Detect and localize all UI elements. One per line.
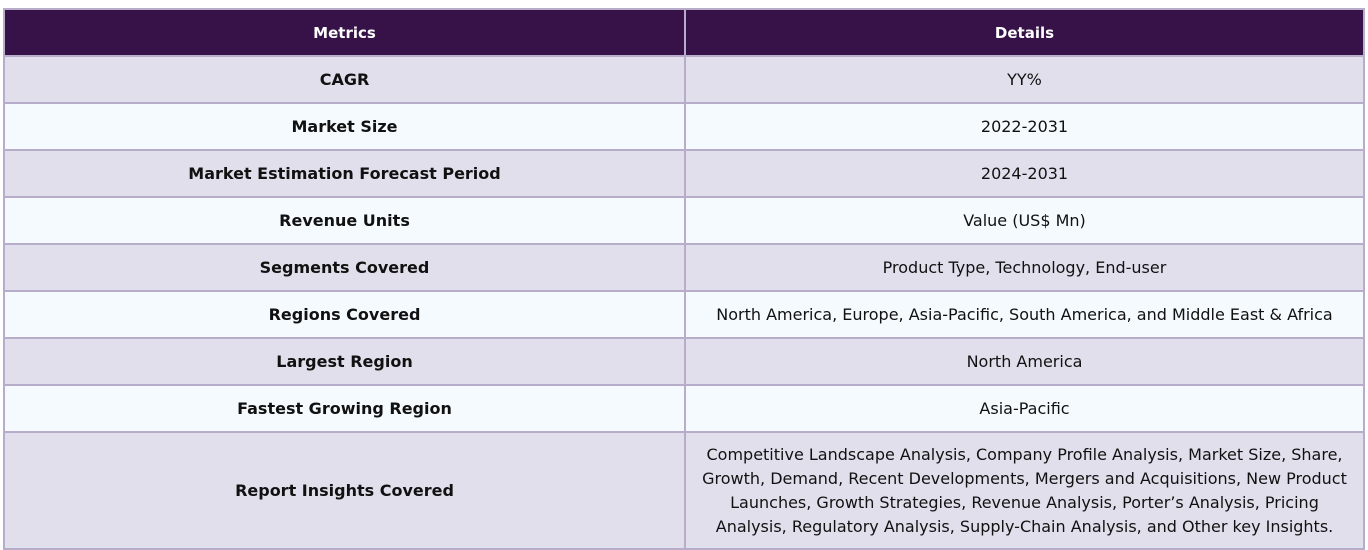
details-cell: 2024-2031	[684, 149, 1365, 198]
table-row: Largest Region North America	[3, 337, 1365, 386]
details-cell: 2022-2031	[684, 102, 1365, 151]
table-row: Fastest Growing Region Asia-Pacific	[3, 384, 1365, 433]
details-cell: Product Type, Technology, End-user	[684, 243, 1365, 292]
metric-cell: Largest Region	[3, 337, 686, 386]
table-header-row: Metrics Details	[3, 8, 1365, 57]
column-header-metrics: Metrics	[3, 8, 686, 57]
table-row: Report Insights Covered Competitive Land…	[3, 431, 1365, 550]
details-cell: North America	[684, 337, 1365, 386]
table-row: Market Size 2022-2031	[3, 102, 1365, 151]
metric-cell: Market Estimation Forecast Period	[3, 149, 686, 198]
table-row: Segments Covered Product Type, Technolog…	[3, 243, 1365, 292]
metric-cell: Regions Covered	[3, 290, 686, 339]
details-cell: YY%	[684, 55, 1365, 104]
metric-cell: Revenue Units	[3, 196, 686, 245]
metric-cell: Segments Covered	[3, 243, 686, 292]
table-row: Regions Covered North America, Europe, A…	[3, 290, 1365, 339]
report-metrics-table-container: Metrics Details CAGR YY% Market Size 202…	[3, 8, 1365, 550]
metric-cell: Report Insights Covered	[3, 431, 686, 550]
table-body: CAGR YY% Market Size 2022-2031 Market Es…	[3, 55, 1365, 550]
metric-cell: Fastest Growing Region	[3, 384, 686, 433]
table-row: Market Estimation Forecast Period 2024-2…	[3, 149, 1365, 198]
column-header-details: Details	[684, 8, 1365, 57]
details-cell: Asia-Pacific	[684, 384, 1365, 433]
metric-cell: Market Size	[3, 102, 686, 151]
details-cell: Value (US$ Mn)	[684, 196, 1365, 245]
report-metrics-table: Metrics Details CAGR YY% Market Size 202…	[3, 8, 1365, 550]
details-cell: North America, Europe, Asia-Pacific, Sou…	[684, 290, 1365, 339]
table-header: Metrics Details	[3, 8, 1365, 57]
details-cell: Competitive Landscape Analysis, Company …	[684, 431, 1365, 550]
table-row: CAGR YY%	[3, 55, 1365, 104]
metric-cell: CAGR	[3, 55, 686, 104]
table-row: Revenue Units Value (US$ Mn)	[3, 196, 1365, 245]
